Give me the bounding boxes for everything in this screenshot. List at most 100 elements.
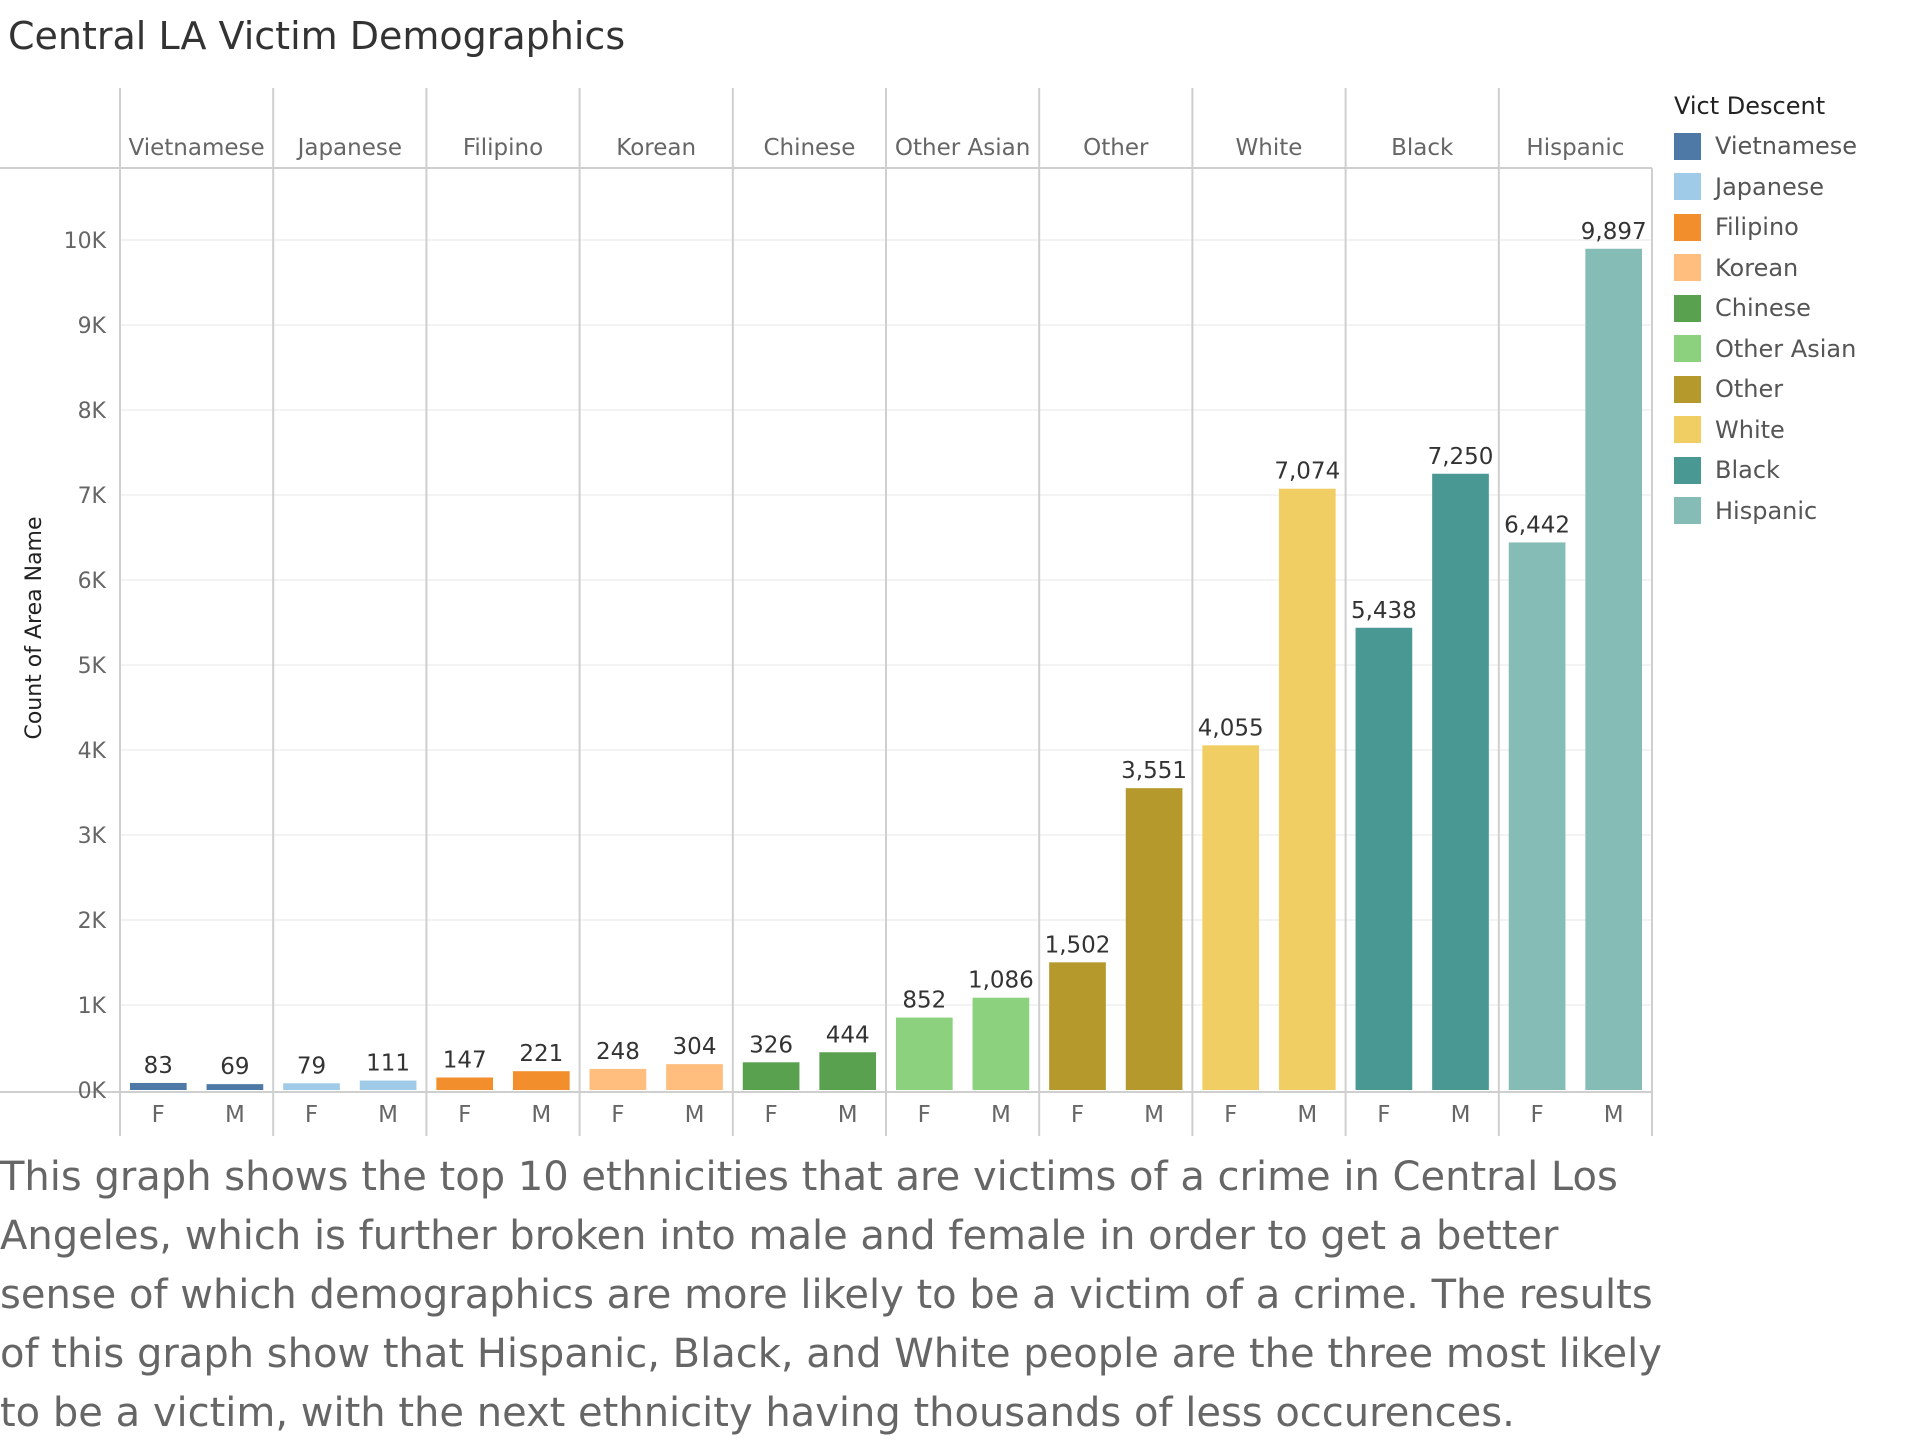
data-label: 1,502: [1045, 932, 1111, 958]
bar: [436, 1077, 494, 1090]
bar: [819, 1052, 877, 1090]
x-tick-label: M: [838, 1102, 858, 1128]
legend-label: Hispanic: [1715, 496, 1818, 525]
legend-swatch: [1674, 456, 1701, 484]
bar: [129, 1082, 187, 1090]
y-tick-label: 1K: [78, 994, 107, 1019]
legend-label: Chinese: [1715, 294, 1811, 323]
bar: [895, 1017, 953, 1090]
bar: [359, 1080, 417, 1090]
x-tick-label: M: [378, 1102, 398, 1128]
group-header-label: Japanese: [296, 135, 402, 161]
x-tick-label: F: [918, 1102, 931, 1128]
x-tick-label: M: [991, 1102, 1011, 1128]
axes: 0K 1K 2K 3K 4K 5K 6K 7K 8K 9K 10K Vietnamese F M Japan…: [64, 135, 1625, 1128]
legend-swatch: [1674, 294, 1701, 322]
legend-swatch: [1674, 254, 1701, 282]
group-header-label: Other: [1083, 135, 1149, 161]
y-tick-label: 5K: [78, 654, 107, 679]
caption-text: This graph shows the top 10 ethnicities …: [0, 1154, 1662, 1436]
legend-items: Vietnamese Japanese Filipino Korean Chinese O…: [1674, 126, 1857, 531]
x-tick-label: F: [1071, 1102, 1084, 1128]
data-label: 221: [519, 1041, 563, 1067]
legend-label: Filipino: [1715, 213, 1799, 242]
x-tick-label: F: [1224, 1102, 1237, 1128]
x-tick-label: M: [1604, 1102, 1624, 1128]
data-label: 6,442: [1504, 512, 1570, 538]
legend-swatch: [1674, 497, 1701, 525]
legend-swatch: [1674, 173, 1701, 201]
x-tick-label: F: [458, 1102, 471, 1128]
bar: [1432, 473, 1489, 1090]
data-label: 111: [366, 1051, 410, 1077]
group-header-label: Korean: [616, 135, 696, 161]
bar-chart: 83 69 79 111 147 221 248 304 326 444 852 1,086 1,502…: [0, 88, 1653, 1136]
bar: [512, 1071, 570, 1090]
legend-item: Japanese: [1674, 167, 1857, 208]
y-tick-label: 0K: [78, 1079, 107, 1104]
x-tick-label: F: [1530, 1102, 1543, 1128]
data-label: 4,055: [1198, 715, 1264, 741]
legend-swatch: [1674, 375, 1701, 403]
legend-label: Japanese: [1715, 172, 1824, 201]
bar: [666, 1064, 723, 1090]
legend-item: Other: [1674, 369, 1857, 410]
legend-swatch: [1674, 132, 1701, 160]
legend-item: Filipino: [1674, 207, 1857, 248]
bar: [1355, 627, 1413, 1090]
data-label: 248: [596, 1039, 640, 1065]
data-label: 444: [826, 1022, 870, 1048]
data-labels: 83 69 79 111 147 221 248 304 326 444 852 1,086 1,502…: [144, 219, 1647, 1080]
y-tick-label: 2K: [78, 909, 107, 934]
y-tick-label: 10K: [64, 229, 107, 254]
legend-item: Korean: [1674, 248, 1857, 289]
bar: [1125, 788, 1183, 1090]
legend-item: Other Asian: [1674, 329, 1857, 370]
x-tick-label: F: [1377, 1102, 1390, 1128]
x-tick-label: F: [764, 1102, 777, 1128]
legend-label: Vietnamese: [1715, 132, 1858, 161]
legend-label: Other: [1715, 375, 1784, 404]
x-tick-label: F: [305, 1102, 318, 1128]
chart-title: Central LA Victim Demographics: [8, 14, 626, 58]
legend-swatch: [1674, 213, 1701, 241]
y-tick-label: 4K: [78, 739, 107, 764]
data-label: 1,086: [968, 968, 1034, 994]
legend-item: Hispanic: [1674, 491, 1857, 532]
bar: [589, 1068, 647, 1090]
y-tick-label: 7K: [78, 484, 107, 509]
legend-label: Korean: [1715, 253, 1799, 282]
data-label: 9,897: [1581, 219, 1647, 245]
data-label: 7,074: [1274, 459, 1340, 485]
legend-item: White: [1674, 410, 1857, 451]
legend-label: White: [1715, 415, 1785, 444]
data-label: 79: [297, 1053, 326, 1079]
legend-swatch: [1674, 416, 1701, 444]
data-label: 7,250: [1428, 444, 1494, 470]
legend-item: Chinese: [1674, 288, 1857, 329]
bar: [206, 1084, 264, 1090]
x-tick-label: M: [1451, 1102, 1471, 1128]
bar: [1585, 248, 1643, 1090]
bars: [129, 248, 1643, 1091]
x-tick-label: M: [225, 1102, 245, 1128]
bar: [1049, 962, 1106, 1090]
legend-title: Vict Descent: [1674, 92, 1826, 120]
x-tick-label: M: [685, 1102, 705, 1128]
legend-label: Black: [1715, 456, 1780, 485]
panel-frame: [0, 88, 1653, 1136]
group-header-label: Chinese: [763, 135, 855, 161]
data-label: 5,438: [1351, 598, 1417, 624]
data-label: 326: [749, 1032, 793, 1058]
legend-swatch: [1674, 335, 1701, 363]
data-label: 3,551: [1121, 758, 1187, 784]
x-tick-label: M: [1297, 1102, 1317, 1128]
data-label: 147: [443, 1048, 487, 1074]
bar: [1202, 745, 1260, 1090]
y-tick-label: 6K: [78, 569, 107, 594]
x-tick-label: F: [152, 1102, 165, 1128]
x-tick-label: F: [611, 1102, 624, 1128]
legend: Vict Descent Vietnamese Japanese Filipino K…: [1674, 92, 1857, 531]
y-tick-label: 9K: [78, 314, 107, 339]
bar: [742, 1062, 800, 1090]
